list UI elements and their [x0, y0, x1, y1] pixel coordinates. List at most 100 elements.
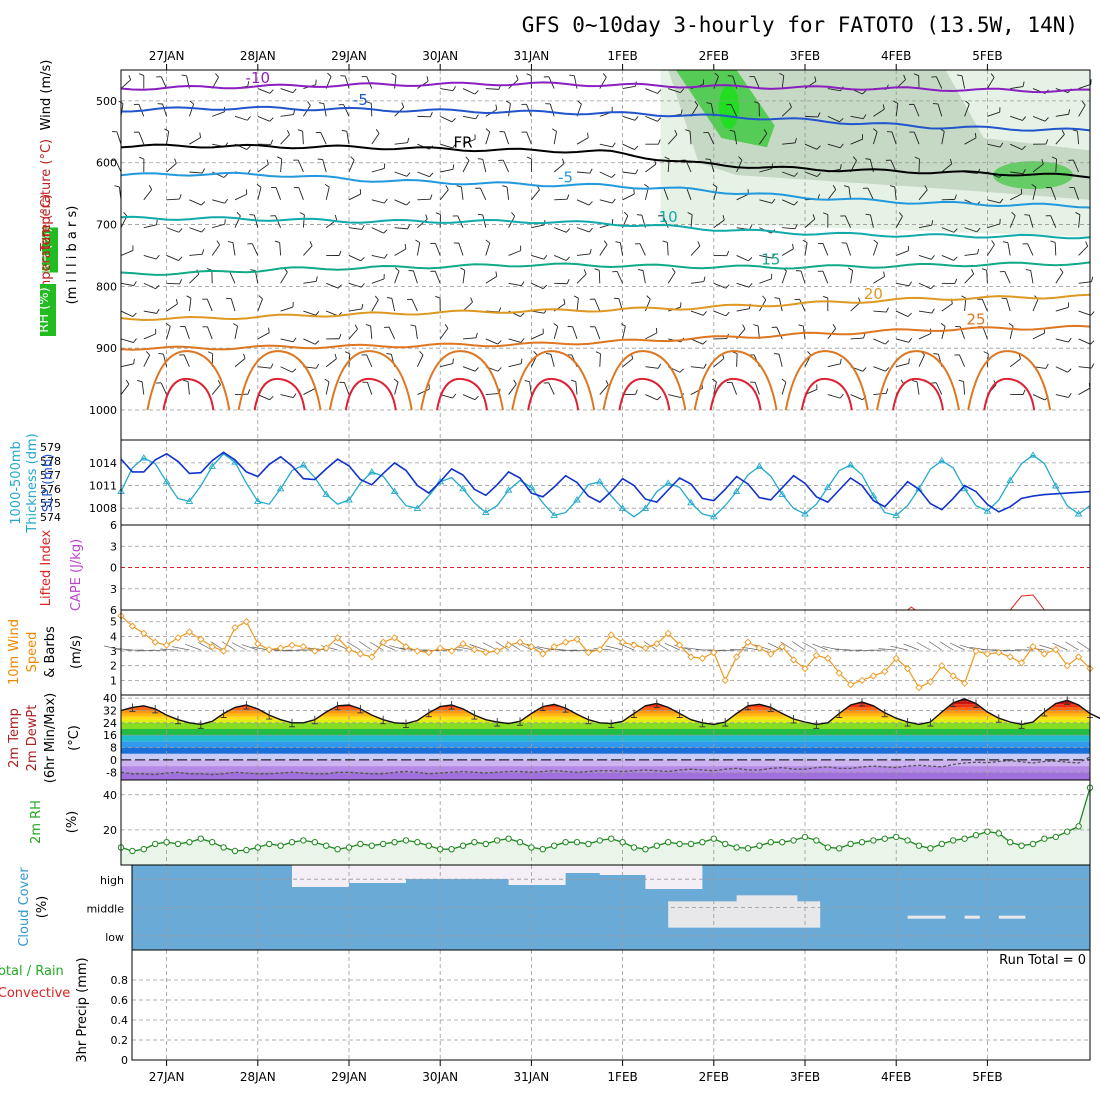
wind-barb-flag — [748, 282, 753, 288]
wind-barb-flag — [324, 183, 330, 188]
wind-barb-flag — [839, 118, 844, 123]
wind-barb — [275, 187, 282, 200]
wind-barb — [1032, 163, 1044, 173]
surface-wind-barb — [274, 649, 293, 652]
wind-barb — [941, 163, 953, 173]
wind-barb — [531, 333, 544, 340]
wind-barb-flag — [138, 73, 144, 76]
wind-barb — [1032, 394, 1046, 401]
rh-point — [1018, 842, 1025, 849]
wind-speed-point — [687, 653, 695, 661]
rh-shade-core — [719, 85, 739, 130]
wind-barb — [303, 310, 316, 316]
wind-speed-point — [162, 641, 171, 649]
wind-barb — [622, 193, 635, 201]
thickness-point — [504, 486, 513, 493]
temp-tick-label: 40 — [103, 692, 117, 705]
temperature-contour — [120, 105, 1091, 132]
thickness-point — [687, 498, 695, 506]
wind-barb-flag — [839, 143, 844, 149]
axis-label: 3hr Precip (mm) — [75, 957, 90, 1062]
rh-point — [573, 838, 581, 846]
wind-barb-flag — [949, 158, 953, 164]
surface-contour — [344, 377, 397, 411]
wind-barb-flag — [415, 239, 420, 244]
wind-speed-point — [710, 648, 718, 657]
wind-barb — [462, 270, 466, 284]
wind-barb — [822, 271, 829, 284]
wind-barb-flag — [166, 323, 171, 327]
wind-barb-flag — [139, 156, 145, 160]
wind-barb-flag — [429, 112, 433, 118]
wind-barb-flag — [429, 194, 433, 200]
wind-barb — [189, 171, 203, 174]
wind-barb — [394, 381, 399, 395]
wind-barb-flag — [816, 145, 821, 150]
wind-barb-flag — [292, 393, 297, 398]
axis-label: RH (%) — [37, 287, 52, 332]
wind-barb-flag — [908, 358, 910, 364]
wind-barb — [781, 381, 787, 395]
surface-wind-barb — [802, 642, 817, 651]
rh-point — [254, 844, 261, 851]
wind-barb — [1055, 394, 1069, 398]
wind-barb — [120, 363, 134, 368]
rh-point — [653, 842, 660, 849]
wind-speed-point — [482, 648, 490, 657]
wind-barb-flag — [401, 102, 405, 108]
thickness-tick-label: 579 — [40, 441, 61, 454]
wind-barb-flag — [361, 303, 364, 310]
wind-barb — [394, 270, 400, 284]
date-label-top: 29JAN — [331, 49, 367, 63]
rh-point — [619, 838, 626, 846]
wind-barb-flag — [293, 109, 296, 115]
wind-speed-point — [539, 650, 547, 658]
wind-barb-flag — [865, 158, 871, 160]
wind-barb-flag — [286, 130, 290, 135]
wind-barb-flag — [148, 185, 153, 190]
wind-speed-point — [995, 648, 1003, 657]
wind-barb-flag — [1011, 211, 1016, 216]
wind-tick-label: 5 — [110, 616, 117, 629]
wind-barb — [713, 219, 725, 229]
surface-wind-barb — [605, 645, 623, 651]
thickness-point — [390, 487, 399, 495]
panel-10m-wind: 12 3 45 — [104, 609, 1094, 696]
wind-barb — [189, 253, 203, 256]
wind-barb-flag — [771, 198, 776, 204]
wind-barb — [781, 248, 794, 256]
surface-contour — [892, 377, 944, 411]
wind-barb-flag — [565, 256, 570, 261]
wind-barb — [212, 171, 225, 178]
rh-point — [243, 846, 250, 854]
wind-barb — [1010, 171, 1024, 175]
wind-barb-flag — [338, 333, 342, 339]
wind-barb — [941, 303, 953, 312]
axis-label: (°C) — [67, 725, 82, 751]
thickness-point — [527, 483, 536, 490]
wind-barb — [280, 338, 294, 343]
rh-point — [231, 847, 239, 855]
temp-tick-label: 8 — [110, 742, 117, 755]
rh-point — [585, 840, 592, 848]
wind-barb — [166, 131, 170, 145]
wind-barb-flag — [812, 214, 816, 220]
surface-wind-barb — [878, 648, 897, 651]
wind-barb-flag — [612, 198, 616, 204]
wind-barb — [343, 104, 350, 117]
axis-label-bg — [42, 227, 58, 273]
wind-speed-point — [938, 662, 946, 670]
temperature-band — [121, 747, 1090, 754]
temperature-band — [121, 772, 1090, 780]
wind-barb-flag — [337, 284, 343, 289]
wind-barb — [918, 255, 932, 260]
wind-barb-flag — [940, 323, 946, 327]
temperature-bands — [121, 698, 1090, 780]
wind-barb — [800, 270, 806, 284]
surface-wind-barb — [469, 644, 486, 651]
wind-barb-flag — [1072, 129, 1078, 132]
wind-barb — [644, 298, 651, 312]
wind-barb — [529, 381, 532, 395]
wind-barb-flag — [474, 367, 479, 372]
wind-barb — [713, 76, 719, 89]
